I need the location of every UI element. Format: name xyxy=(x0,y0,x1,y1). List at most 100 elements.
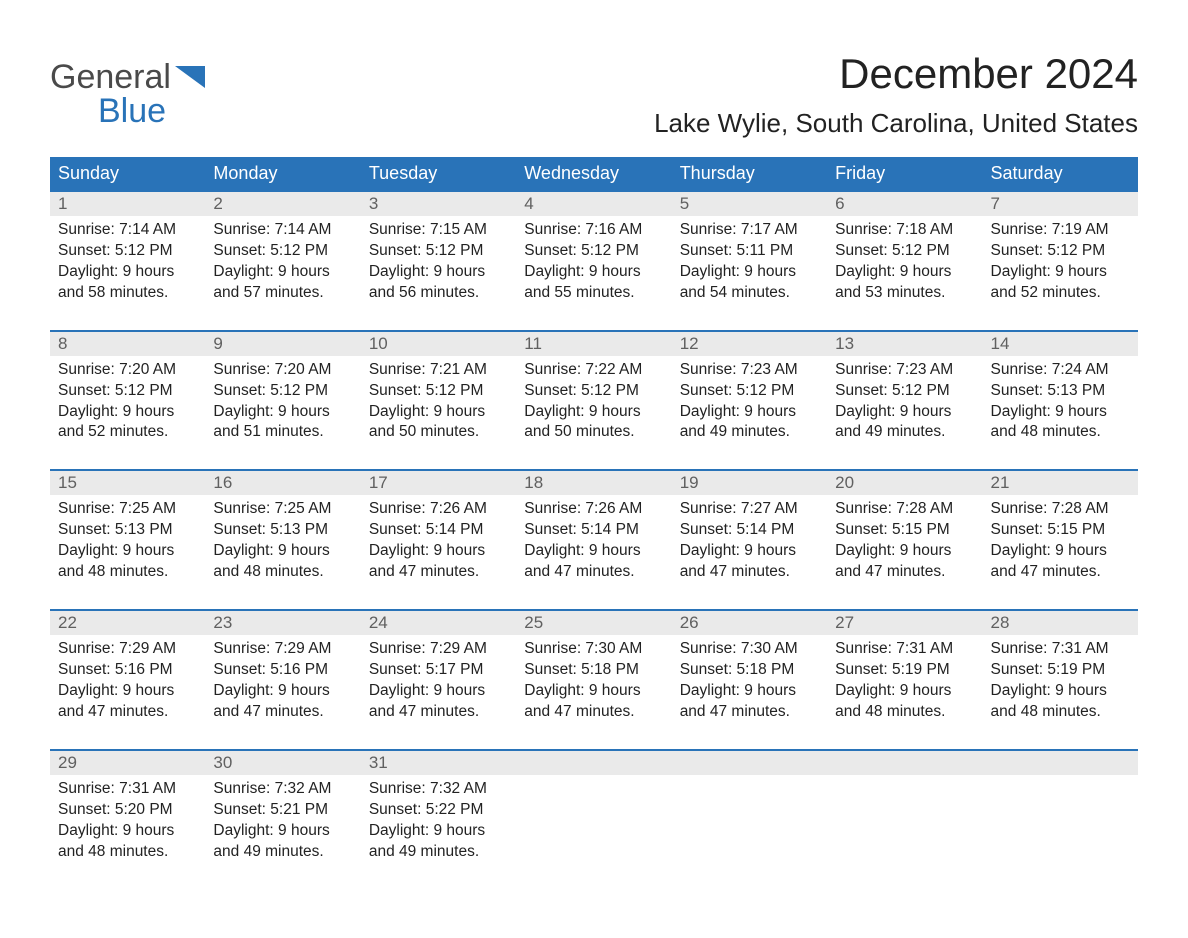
day-cell: Sunrise: 7:22 AMSunset: 5:12 PMDaylight:… xyxy=(516,356,671,462)
day-cell: Sunrise: 7:31 AMSunset: 5:20 PMDaylight:… xyxy=(50,775,205,881)
logo-word1: General xyxy=(50,60,171,94)
sunrise-text: Sunrise: 7:28 AM xyxy=(991,499,1130,520)
sunset-text: Sunset: 5:19 PM xyxy=(835,660,974,681)
calendar: Sunday Monday Tuesday Wednesday Thursday… xyxy=(50,157,1138,880)
date-number: 20 xyxy=(827,471,982,495)
daylight-line2: and 50 minutes. xyxy=(369,422,508,443)
date-number: 24 xyxy=(361,611,516,635)
date-number: 25 xyxy=(516,611,671,635)
weekday-cell: Thursday xyxy=(672,157,827,190)
date-number: 13 xyxy=(827,332,982,356)
sunset-text: Sunset: 5:18 PM xyxy=(524,660,663,681)
sunrise-text: Sunrise: 7:20 AM xyxy=(58,360,197,381)
date-number: 18 xyxy=(516,471,671,495)
weekday-cell: Saturday xyxy=(983,157,1138,190)
date-number: 7 xyxy=(983,192,1138,216)
day-cell: Sunrise: 7:14 AMSunset: 5:12 PMDaylight:… xyxy=(50,216,205,322)
date-number: 27 xyxy=(827,611,982,635)
daylight-line2: and 58 minutes. xyxy=(58,283,197,304)
daylight-line1: Daylight: 9 hours xyxy=(680,681,819,702)
sunset-text: Sunset: 5:22 PM xyxy=(369,800,508,821)
date-row: 891011121314 xyxy=(50,330,1138,356)
sunrise-text: Sunrise: 7:29 AM xyxy=(58,639,197,660)
daylight-line2: and 48 minutes. xyxy=(835,702,974,723)
date-number xyxy=(516,751,671,775)
sunrise-text: Sunrise: 7:31 AM xyxy=(835,639,974,660)
daylight-line1: Daylight: 9 hours xyxy=(213,402,352,423)
date-number: 29 xyxy=(50,751,205,775)
daylight-line2: and 55 minutes. xyxy=(524,283,663,304)
day-cell: Sunrise: 7:20 AMSunset: 5:12 PMDaylight:… xyxy=(50,356,205,462)
sunrise-text: Sunrise: 7:30 AM xyxy=(524,639,663,660)
daylight-line2: and 49 minutes. xyxy=(369,842,508,863)
daylight-line2: and 47 minutes. xyxy=(680,562,819,583)
sunrise-text: Sunrise: 7:26 AM xyxy=(369,499,508,520)
sunset-text: Sunset: 5:12 PM xyxy=(680,381,819,402)
sunrise-text: Sunrise: 7:27 AM xyxy=(680,499,819,520)
weekday-cell: Sunday xyxy=(50,157,205,190)
daylight-line2: and 48 minutes. xyxy=(58,842,197,863)
day-cell: Sunrise: 7:29 AMSunset: 5:16 PMDaylight:… xyxy=(50,635,205,741)
sunset-text: Sunset: 5:14 PM xyxy=(524,520,663,541)
date-number: 9 xyxy=(205,332,360,356)
day-body-row: Sunrise: 7:25 AMSunset: 5:13 PMDaylight:… xyxy=(50,495,1138,601)
day-cell: Sunrise: 7:21 AMSunset: 5:12 PMDaylight:… xyxy=(361,356,516,462)
sunset-text: Sunset: 5:15 PM xyxy=(835,520,974,541)
date-row: 22232425262728 xyxy=(50,609,1138,635)
sunrise-text: Sunrise: 7:22 AM xyxy=(524,360,663,381)
daylight-line2: and 48 minutes. xyxy=(991,702,1130,723)
day-cell: Sunrise: 7:18 AMSunset: 5:12 PMDaylight:… xyxy=(827,216,982,322)
sunset-text: Sunset: 5:21 PM xyxy=(213,800,352,821)
sunset-text: Sunset: 5:13 PM xyxy=(991,381,1130,402)
daylight-line1: Daylight: 9 hours xyxy=(680,541,819,562)
date-number: 12 xyxy=(672,332,827,356)
sunset-text: Sunset: 5:12 PM xyxy=(213,381,352,402)
daylight-line2: and 47 minutes. xyxy=(369,702,508,723)
daylight-line2: and 56 minutes. xyxy=(369,283,508,304)
day-cell: Sunrise: 7:26 AMSunset: 5:14 PMDaylight:… xyxy=(516,495,671,601)
day-cell: Sunrise: 7:27 AMSunset: 5:14 PMDaylight:… xyxy=(672,495,827,601)
sunset-text: Sunset: 5:19 PM xyxy=(991,660,1130,681)
sunrise-text: Sunrise: 7:21 AM xyxy=(369,360,508,381)
month-title: December 2024 xyxy=(654,50,1138,98)
daylight-line1: Daylight: 9 hours xyxy=(58,262,197,283)
logo-flag-icon xyxy=(175,60,205,94)
week-block: 22232425262728Sunrise: 7:29 AMSunset: 5:… xyxy=(50,609,1138,741)
daylight-line2: and 54 minutes. xyxy=(680,283,819,304)
day-cell: Sunrise: 7:30 AMSunset: 5:18 PMDaylight:… xyxy=(516,635,671,741)
day-cell: Sunrise: 7:32 AMSunset: 5:22 PMDaylight:… xyxy=(361,775,516,881)
sunrise-text: Sunrise: 7:14 AM xyxy=(58,220,197,241)
daylight-line1: Daylight: 9 hours xyxy=(835,681,974,702)
daylight-line1: Daylight: 9 hours xyxy=(835,541,974,562)
daylight-line1: Daylight: 9 hours xyxy=(524,402,663,423)
daylight-line1: Daylight: 9 hours xyxy=(213,541,352,562)
daylight-line1: Daylight: 9 hours xyxy=(58,541,197,562)
daylight-line1: Daylight: 9 hours xyxy=(680,262,819,283)
daylight-line2: and 49 minutes. xyxy=(213,842,352,863)
sunset-text: Sunset: 5:12 PM xyxy=(369,381,508,402)
day-cell: Sunrise: 7:29 AMSunset: 5:17 PMDaylight:… xyxy=(361,635,516,741)
date-number xyxy=(827,751,982,775)
date-number: 23 xyxy=(205,611,360,635)
sunrise-text: Sunrise: 7:31 AM xyxy=(58,779,197,800)
daylight-line2: and 47 minutes. xyxy=(369,562,508,583)
date-number: 1 xyxy=(50,192,205,216)
sunset-text: Sunset: 5:11 PM xyxy=(680,241,819,262)
sunset-text: Sunset: 5:20 PM xyxy=(58,800,197,821)
day-body-row: Sunrise: 7:31 AMSunset: 5:20 PMDaylight:… xyxy=(50,775,1138,881)
sunset-text: Sunset: 5:18 PM xyxy=(680,660,819,681)
daylight-line1: Daylight: 9 hours xyxy=(369,262,508,283)
daylight-line2: and 49 minutes. xyxy=(680,422,819,443)
sunset-text: Sunset: 5:14 PM xyxy=(680,520,819,541)
date-number: 5 xyxy=(672,192,827,216)
day-cell: Sunrise: 7:25 AMSunset: 5:13 PMDaylight:… xyxy=(205,495,360,601)
sunset-text: Sunset: 5:13 PM xyxy=(213,520,352,541)
date-number: 30 xyxy=(205,751,360,775)
week-block: 891011121314Sunrise: 7:20 AMSunset: 5:12… xyxy=(50,330,1138,462)
sunrise-text: Sunrise: 7:23 AM xyxy=(680,360,819,381)
daylight-line2: and 47 minutes. xyxy=(213,702,352,723)
day-cell: Sunrise: 7:29 AMSunset: 5:16 PMDaylight:… xyxy=(205,635,360,741)
sunset-text: Sunset: 5:17 PM xyxy=(369,660,508,681)
date-number: 17 xyxy=(361,471,516,495)
day-body-row: Sunrise: 7:29 AMSunset: 5:16 PMDaylight:… xyxy=(50,635,1138,741)
